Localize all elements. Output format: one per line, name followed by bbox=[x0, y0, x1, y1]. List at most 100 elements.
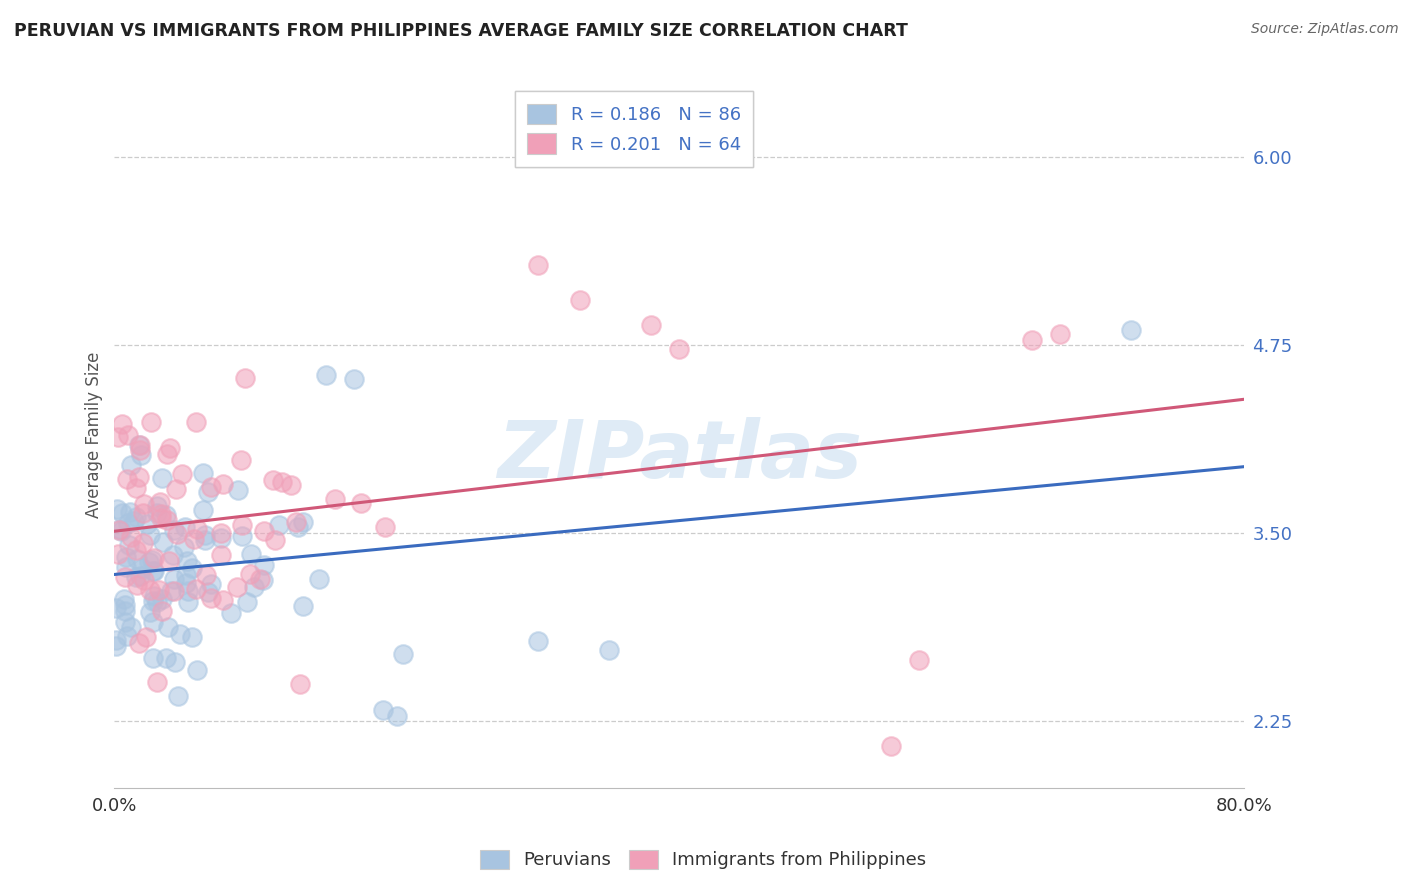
Point bbox=[235, 595, 257, 609]
Point bbox=[131, 560, 153, 574]
Point bbox=[264, 533, 287, 547]
Point bbox=[136, 516, 159, 531]
Text: ZIPatlas: ZIPatlas bbox=[496, 417, 862, 495]
Point bbox=[1049, 327, 1071, 342]
Point bbox=[226, 580, 249, 594]
Point bbox=[186, 663, 208, 677]
Point bbox=[385, 709, 408, 723]
Point bbox=[142, 594, 165, 608]
Text: PERUVIAN VS IMMIGRANTS FROM PHILIPPINES AVERAGE FAMILY SIZE CORRELATION CHART: PERUVIAN VS IMMIGRANTS FROM PHILIPPINES … bbox=[14, 22, 908, 40]
Point bbox=[668, 343, 690, 357]
Point bbox=[155, 508, 177, 523]
Point bbox=[139, 605, 162, 619]
Point bbox=[129, 569, 152, 583]
Point bbox=[219, 606, 242, 620]
Point bbox=[165, 482, 187, 496]
Text: Source: ZipAtlas.com: Source: ZipAtlas.com bbox=[1251, 22, 1399, 37]
Point bbox=[125, 510, 148, 524]
Point bbox=[128, 438, 150, 452]
Point bbox=[120, 530, 142, 544]
Point bbox=[141, 553, 163, 567]
Point bbox=[142, 589, 165, 603]
Point bbox=[239, 566, 262, 581]
Point bbox=[194, 528, 217, 542]
Point bbox=[163, 572, 186, 586]
Point bbox=[233, 371, 256, 385]
Point bbox=[132, 498, 155, 512]
Point bbox=[323, 491, 346, 506]
Point bbox=[181, 630, 204, 644]
Point bbox=[229, 453, 252, 467]
Point bbox=[908, 653, 931, 667]
Point bbox=[170, 467, 193, 481]
Point bbox=[177, 595, 200, 609]
Point bbox=[156, 619, 179, 633]
Point bbox=[527, 634, 550, 648]
Point bbox=[163, 523, 186, 537]
Point bbox=[226, 483, 249, 497]
Point bbox=[114, 615, 136, 630]
Point bbox=[287, 519, 309, 533]
Point bbox=[176, 568, 198, 582]
Point bbox=[120, 619, 142, 633]
Point bbox=[159, 441, 181, 455]
Point bbox=[142, 615, 165, 629]
Point bbox=[598, 643, 620, 657]
Point bbox=[160, 584, 183, 599]
Point bbox=[253, 558, 276, 573]
Point bbox=[155, 651, 177, 665]
Point bbox=[212, 476, 235, 491]
Point bbox=[527, 258, 550, 272]
Point bbox=[117, 427, 139, 442]
Point bbox=[125, 577, 148, 591]
Point bbox=[197, 584, 219, 599]
Point bbox=[350, 496, 373, 510]
Point bbox=[114, 604, 136, 618]
Point bbox=[176, 554, 198, 568]
Point bbox=[107, 547, 129, 561]
Point bbox=[194, 533, 217, 548]
Point bbox=[292, 515, 315, 529]
Point bbox=[174, 520, 197, 534]
Point bbox=[120, 505, 142, 519]
Point bbox=[120, 458, 142, 473]
Point bbox=[156, 447, 179, 461]
Point bbox=[142, 564, 165, 578]
Point bbox=[163, 655, 186, 669]
Point bbox=[200, 480, 222, 494]
Legend: R = 0.186   N = 86, R = 0.201   N = 64: R = 0.186 N = 86, R = 0.201 N = 64 bbox=[515, 91, 754, 167]
Point bbox=[117, 516, 139, 530]
Point bbox=[125, 481, 148, 495]
Point bbox=[169, 627, 191, 641]
Point bbox=[177, 584, 200, 599]
Point bbox=[118, 538, 141, 552]
Point bbox=[267, 517, 290, 532]
Point bbox=[143, 564, 166, 578]
Point bbox=[148, 583, 170, 598]
Point bbox=[145, 499, 167, 513]
Point bbox=[880, 739, 903, 753]
Point bbox=[132, 573, 155, 587]
Point bbox=[104, 600, 127, 615]
Point bbox=[108, 522, 131, 536]
Point bbox=[104, 632, 127, 647]
Point bbox=[209, 548, 232, 562]
Point bbox=[150, 604, 173, 618]
Point bbox=[128, 470, 150, 484]
Point bbox=[194, 568, 217, 582]
Point bbox=[374, 520, 396, 534]
Point bbox=[117, 629, 139, 643]
Point bbox=[280, 477, 302, 491]
Point bbox=[132, 506, 155, 520]
Point bbox=[284, 515, 307, 529]
Point bbox=[174, 576, 197, 591]
Point bbox=[124, 514, 146, 528]
Point bbox=[209, 531, 232, 545]
Point bbox=[186, 523, 208, 537]
Point bbox=[141, 415, 163, 429]
Point bbox=[209, 525, 232, 540]
Point bbox=[125, 542, 148, 557]
Point bbox=[186, 582, 208, 597]
Point bbox=[163, 583, 186, 598]
Point bbox=[249, 573, 271, 587]
